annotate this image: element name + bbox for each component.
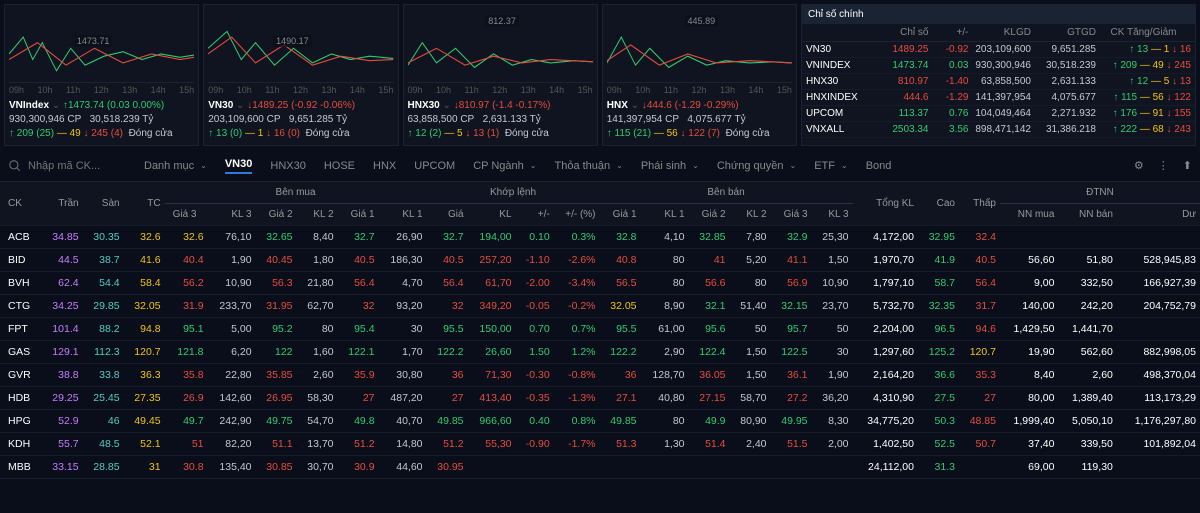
index-row-HNXINDEX[interactable]: HNXINDEX444.6-1.29141,397,9544,075.677↑ … — [802, 90, 1195, 106]
col-KL 2[interactable]: KL 2 — [730, 204, 771, 226]
chart-panel-HNX30[interactable]: 812.37 09h10h11h12h13h14h15h HNX30 ⌄ ↓81… — [403, 4, 598, 146]
col-thap[interactable]: Thấp — [959, 182, 1000, 226]
col-dtnn: ĐTNN — [1000, 182, 1200, 204]
chevron-down-icon: ⌄ — [790, 161, 797, 170]
col-Giá 1[interactable]: Giá 1 — [338, 204, 379, 226]
stock-table-wrap: CK Trần Sàn TC Bên mua Khớp lệnh Bên bán… — [0, 182, 1200, 512]
col-KL 3[interactable]: KL 3 — [208, 204, 256, 226]
col-tongkl[interactable]: Tổng KL — [853, 182, 918, 226]
col-tc[interactable]: TC — [124, 182, 165, 226]
col-Dư[interactable]: Dư — [1117, 204, 1200, 226]
col-Giá 1[interactable]: Giá 1 — [600, 204, 641, 226]
col-+/-[interactable]: +/- — [516, 204, 554, 226]
tab-ETF[interactable]: ETF⌄ — [814, 160, 847, 172]
col-cao[interactable]: Cao — [918, 182, 959, 226]
tab-Chứng quyền[interactable]: Chứng quyền⌄ — [717, 160, 796, 172]
chevron-down-icon: ⌄ — [200, 161, 207, 170]
index-row-UPCOM[interactable]: UPCOM113.370.76104,049,4642,271.932↑ 176… — [802, 106, 1195, 122]
chart-info: VNIndex ⌄ ↑1473.74 (0.03 0.00%) 930,300,… — [9, 97, 194, 141]
col-benban: Bên bán — [600, 182, 853, 204]
col-Giá 3[interactable]: Giá 3 — [771, 204, 812, 226]
tab-HNX30[interactable]: HNX30 — [270, 160, 305, 172]
chart-ticks: 09h10h11h12h13h14h15h — [408, 83, 593, 97]
index-row-VN30[interactable]: VN301489.25-0.92203,109,6009,651.285↑ 13… — [802, 42, 1195, 58]
chart-area: 812.37 — [408, 9, 593, 83]
stock-table: CK Trần Sàn TC Bên mua Khớp lệnh Bên bán… — [0, 182, 1200, 479]
table-row[interactable]: HPG52.94649.4549.7242,9049.7554,7049.840… — [0, 410, 1200, 433]
col-KL 3[interactable]: KL 3 — [812, 204, 853, 226]
tab-Bond[interactable]: Bond — [866, 160, 892, 172]
col-KL 2[interactable]: KL 2 — [297, 204, 338, 226]
col-san[interactable]: Sàn — [83, 182, 124, 226]
side-panel-title: Chỉ số chính — [802, 5, 1195, 24]
col-Giá 3[interactable]: Giá 3 — [165, 204, 208, 226]
chevron-down-icon: ⌄ — [530, 161, 537, 170]
col-KL 1[interactable]: KL 1 — [641, 204, 689, 226]
chart-price-label: 1490.17 — [273, 35, 312, 47]
table-row[interactable]: CTG34.2529.8532.0531.9233,7031.9562,7032… — [0, 295, 1200, 318]
main-indices-panel: Chỉ số chính Chỉ số +/- KLGD GTGD CK Tăn… — [801, 4, 1196, 146]
chart-area: 1490.17 — [208, 9, 393, 83]
col-khop: Khớp lệnh — [427, 182, 600, 204]
tab-UPCOM[interactable]: UPCOM — [414, 160, 455, 172]
chart-ticks: 09h10h11h12h13h14h15h — [607, 83, 792, 97]
chart-area: 445.89 — [607, 9, 792, 83]
tab-CP Ngành[interactable]: CP Ngành⌄ — [473, 160, 536, 172]
col-KL[interactable]: KL — [468, 204, 516, 226]
chart-info: HNX30 ⌄ ↓810.97 (-1.4 -0.17%) 63,858,500… — [408, 97, 593, 141]
tab-Phái sinh[interactable]: Phái sinh⌄ — [641, 160, 699, 172]
chart-ticks: 09h10h11h12h13h14h15h — [208, 83, 393, 97]
chart-ticks: 09h10h11h12h13h14h15h — [9, 83, 194, 97]
col-Giá[interactable]: Giá — [427, 204, 468, 226]
chart-panel-HNX[interactable]: 445.89 09h10h11h12h13h14h15h HNX ⌄ ↓444.… — [602, 4, 797, 146]
chart-price-label: 1473.71 — [74, 35, 113, 47]
chart-price-label: 812.37 — [485, 15, 519, 27]
table-row[interactable]: MBB33.1528.853130.8135,4030.8530,7030.94… — [0, 456, 1200, 479]
col-NN bán[interactable]: NN bán — [1058, 204, 1116, 226]
tab-Thỏa thuận[interactable]: Thỏa thuận⌄ — [554, 160, 622, 172]
tab-VN30[interactable]: VN30 — [225, 158, 253, 174]
chart-price-label: 445.89 — [685, 15, 719, 27]
col-NN mua[interactable]: NN mua — [1000, 204, 1058, 226]
table-row[interactable]: BID44.538.741.640.41,9040.451,8040.5186,… — [0, 249, 1200, 272]
col-KL 1[interactable]: KL 1 — [379, 204, 427, 226]
table-row[interactable]: HDB29.2525.4527.3526.9142,6026.9558,3027… — [0, 387, 1200, 410]
col-+/- (%)[interactable]: +/- (%) — [554, 204, 600, 226]
chart-panel-VN30[interactable]: 1490.17 09h10h11h12h13h14h15h VN30 ⌄ ↓14… — [203, 4, 398, 146]
col-Giá 2[interactable]: Giá 2 — [256, 204, 297, 226]
chart-panel-VNIndex[interactable]: 1473.71 09h10h11h12h13h14h15h VNIndex ⌄ … — [4, 4, 199, 146]
expand-icon[interactable]: ⬆ — [1183, 159, 1192, 172]
side-panel-headers: Chỉ số +/- KLGD GTGD CK Tăng/Giảm — [802, 24, 1195, 42]
tab-HNX[interactable]: HNX — [373, 160, 396, 172]
chart-area: 1473.71 — [9, 9, 194, 83]
table-row[interactable]: FPT101.488.294.895.15,0095.28095.43095.5… — [0, 318, 1200, 341]
tab-Danh mục[interactable]: Danh mục⌄ — [144, 160, 207, 172]
table-row[interactable]: KDH55.748.552.15182,2051.113,7051.214,80… — [0, 433, 1200, 456]
search-box[interactable] — [8, 159, 128, 173]
table-row[interactable]: GAS129.1112.3120.7121.86,201221,60122.11… — [0, 341, 1200, 364]
toolbar-icons: ⚙ ⋮ ⬆ — [1134, 159, 1192, 172]
table-row[interactable]: GVR38.833.836.335.822,8035.852,6035.930,… — [0, 364, 1200, 387]
top-panels: 1473.71 09h10h11h12h13h14h15h VNIndex ⌄ … — [0, 0, 1200, 150]
index-row-HNX30[interactable]: HNX30810.97-1.4063,858,5002,631.133↑ 12 … — [802, 74, 1195, 90]
gear-icon[interactable]: ⚙ — [1134, 159, 1144, 172]
table-row[interactable]: ACB34.8530.3532.632.676,1032.658,4032.72… — [0, 226, 1200, 249]
table-row[interactable]: BVH62.454.458.456.210,9056.321,8056.44,7… — [0, 272, 1200, 295]
search-input[interactable] — [28, 160, 128, 172]
search-icon — [8, 159, 22, 173]
col-Giá 2[interactable]: Giá 2 — [689, 204, 730, 226]
chart-info: HNX ⌄ ↓444.6 (-1.29 -0.29%) 141,397,954 … — [607, 97, 792, 141]
chevron-down-icon: ⌄ — [692, 161, 699, 170]
index-row-VNINDEX[interactable]: VNINDEX1473.740.03930,300,94630,518.239↑… — [802, 58, 1195, 74]
col-tran[interactable]: Trần — [42, 182, 83, 226]
index-row-VNXALL[interactable]: VNXALL2503.343.56898,471,14231,386.218↑ … — [802, 122, 1195, 138]
col-ck[interactable]: CK — [0, 182, 42, 226]
tab-HOSE[interactable]: HOSE — [324, 160, 355, 172]
tab-bar: Danh mục⌄ VN30 HNX30 HOSE HNX UPCOM CP Ngành⌄ T… — [0, 150, 1200, 182]
chart-info: VN30 ⌄ ↓1489.25 (-0.92 -0.06%) 203,109,6… — [208, 97, 393, 141]
chevron-down-icon: ⌄ — [841, 161, 848, 170]
more-icon[interactable]: ⋮ — [1158, 159, 1169, 172]
col-benmua: Bên mua — [165, 182, 427, 204]
chevron-down-icon: ⌄ — [616, 161, 623, 170]
